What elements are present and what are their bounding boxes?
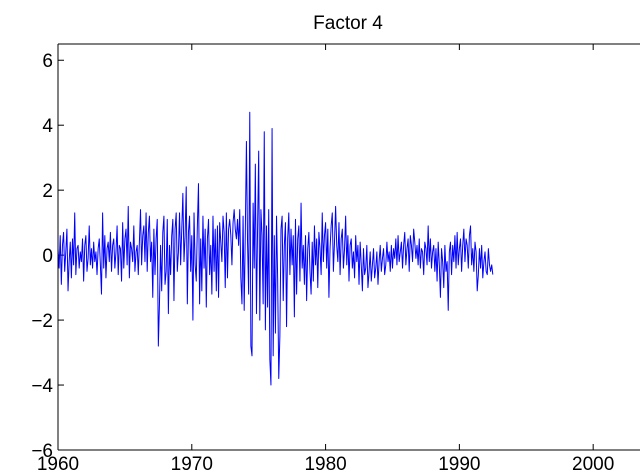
plot-area [58, 44, 640, 450]
chart-title: Factor 4 [313, 13, 383, 34]
x-tick-label: 1980 [304, 454, 346, 474]
x-tick-label: 1960 [37, 454, 79, 474]
y-tick-label: −2 [31, 311, 53, 332]
series-line [57, 111, 494, 386]
y-tick-label: −4 [31, 376, 53, 397]
series-lines [57, 111, 494, 386]
y-tick-label: −6 [31, 441, 53, 462]
x-tick-label: 1970 [171, 454, 213, 474]
y-tick-label: 2 [42, 181, 53, 202]
x-tick-label: 1990 [438, 454, 480, 474]
tick-labels: −6 −4 −2 0 2 4 6 1960 1970 1980 1990 2000 [31, 51, 614, 474]
y-tick-label: 4 [42, 116, 53, 137]
axes [57, 43, 640, 451]
y-tick-label: 6 [42, 51, 53, 72]
y-tick-label: 0 [42, 246, 53, 267]
x-tick-label: 2000 [572, 454, 614, 474]
